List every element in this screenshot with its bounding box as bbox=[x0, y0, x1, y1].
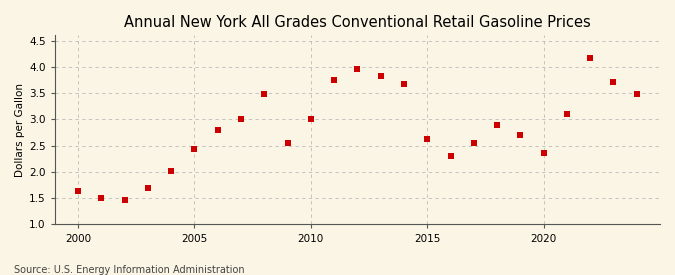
Point bbox=[236, 117, 246, 121]
Point bbox=[352, 67, 362, 72]
Point bbox=[585, 56, 595, 61]
Point bbox=[398, 82, 409, 86]
Point bbox=[375, 74, 386, 79]
Point bbox=[608, 80, 619, 84]
Point bbox=[468, 140, 479, 145]
Y-axis label: Dollars per Gallon: Dollars per Gallon bbox=[15, 83, 25, 177]
Point bbox=[119, 197, 130, 202]
Point bbox=[166, 169, 177, 174]
Point bbox=[306, 117, 317, 122]
Point bbox=[631, 92, 642, 96]
Point bbox=[562, 112, 572, 116]
Point bbox=[329, 78, 340, 82]
Point bbox=[213, 128, 223, 132]
Point bbox=[515, 133, 526, 137]
Point bbox=[282, 141, 293, 145]
Point bbox=[259, 92, 270, 96]
Point bbox=[96, 196, 107, 200]
Point bbox=[538, 151, 549, 155]
Title: Annual New York All Grades Conventional Retail Gasoline Prices: Annual New York All Grades Conventional … bbox=[124, 15, 591, 30]
Text: Source: U.S. Energy Information Administration: Source: U.S. Energy Information Administ… bbox=[14, 265, 244, 275]
Point bbox=[422, 137, 433, 141]
Point bbox=[445, 154, 456, 158]
Point bbox=[189, 147, 200, 151]
Point bbox=[73, 189, 84, 194]
Point bbox=[491, 123, 502, 127]
Point bbox=[142, 186, 153, 190]
